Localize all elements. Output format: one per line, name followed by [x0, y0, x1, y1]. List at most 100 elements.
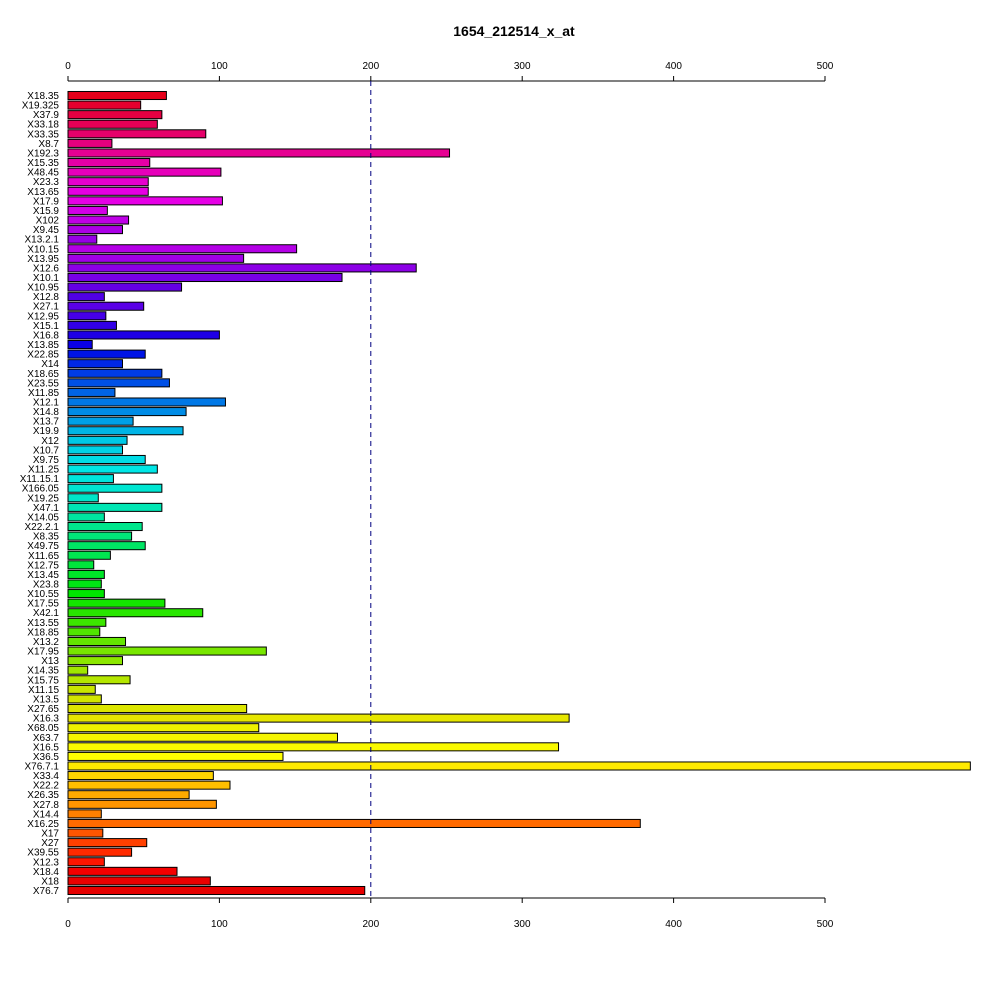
- bottom-axis-tick-label: 500: [817, 919, 834, 930]
- category-label: X11.15: [28, 685, 59, 696]
- bar: [67, 780, 231, 790]
- category-labels-layer: X18.35X19.325X37.9X33.18X33.35X8.7X192.3…: [20, 91, 60, 897]
- top-axis-tick-label: 200: [362, 61, 379, 72]
- category-label: X22.2.1: [25, 522, 60, 533]
- category-label: X15.75: [27, 675, 59, 686]
- bar: [67, 474, 114, 484]
- bars-layer: [67, 90, 971, 896]
- bar: [67, 761, 971, 771]
- bar: [67, 838, 148, 848]
- bar: [67, 234, 98, 244]
- category-label: X18.85: [27, 627, 59, 638]
- bar: [67, 397, 226, 407]
- top-axis-tick-label: 0: [65, 61, 71, 72]
- category-label: X26.35: [27, 790, 59, 801]
- category-label: X47.1: [33, 503, 60, 514]
- category-label: X12.3: [33, 857, 60, 868]
- bar: [67, 771, 214, 781]
- category-label: X18.35: [27, 91, 59, 102]
- category-label: X17.55: [27, 599, 59, 610]
- category-label: X11.25: [28, 465, 59, 476]
- category-label: X10.55: [27, 589, 59, 600]
- bar: [67, 617, 107, 627]
- bar: [67, 244, 298, 254]
- bar: [67, 100, 142, 110]
- top-axis-tick-label: 400: [665, 61, 682, 72]
- bar: [67, 723, 260, 733]
- bar: [67, 742, 560, 752]
- category-label: X33.4: [33, 771, 60, 782]
- bar: [67, 560, 95, 570]
- category-label: X14.35: [27, 666, 59, 677]
- bar: [67, 818, 641, 828]
- bar: [67, 646, 267, 656]
- bar: [67, 340, 93, 350]
- category-label: X12.1: [33, 398, 60, 409]
- bar: [67, 445, 123, 455]
- bar: [67, 186, 149, 196]
- bar: [67, 502, 163, 512]
- category-label: X76.7.1: [25, 761, 60, 772]
- bar: [67, 167, 222, 177]
- category-label: X13.2: [33, 637, 60, 648]
- category-label: X13.65: [27, 187, 59, 198]
- bar: [67, 282, 183, 292]
- category-label: X14.05: [27, 512, 59, 523]
- bar: [67, 435, 128, 445]
- category-label: X33.35: [27, 129, 59, 140]
- category-label: X11.85: [28, 388, 59, 399]
- bar: [67, 158, 151, 168]
- category-label: X166.05: [22, 484, 60, 495]
- category-label: X13.95: [27, 254, 59, 265]
- category-label: X9.45: [33, 225, 60, 236]
- category-label: X15.35: [27, 158, 59, 169]
- bar: [67, 378, 170, 388]
- bar: [67, 694, 102, 704]
- category-label: X10.7: [33, 445, 60, 456]
- category-label: X16.5: [33, 742, 60, 753]
- bar: [67, 225, 123, 235]
- top-axis-tick-label: 500: [817, 61, 834, 72]
- category-label: X36.5: [33, 752, 60, 763]
- bar: [67, 541, 146, 551]
- category-label: X15.1: [33, 321, 60, 332]
- category-label: X12.95: [27, 311, 59, 322]
- bar: [67, 148, 451, 158]
- category-label: X63.7: [33, 733, 60, 744]
- bar: [67, 119, 158, 129]
- category-label: X12.6: [33, 263, 60, 274]
- bar: [67, 866, 178, 876]
- category-label: X23.8: [33, 579, 60, 590]
- category-label: X13.5: [33, 694, 60, 705]
- category-label: X68.05: [27, 723, 59, 734]
- bar: [67, 301, 145, 311]
- bottom-axis-tick-label: 400: [665, 919, 682, 930]
- axes-layer: 0 100 200 300 400 500 0 100 200 300 400 500: [65, 61, 834, 930]
- category-label: X10.95: [27, 283, 59, 294]
- bar: [67, 253, 245, 263]
- bar: [67, 675, 131, 685]
- bar: [67, 876, 211, 886]
- bar: [67, 359, 123, 369]
- bar: [67, 579, 102, 589]
- category-label: X12.75: [27, 560, 59, 571]
- bar: [67, 799, 217, 809]
- bar: [67, 809, 102, 819]
- bar: [67, 407, 187, 417]
- category-label: X76.7: [33, 886, 60, 897]
- category-label: X17.9: [33, 196, 60, 207]
- category-label: X12: [41, 436, 59, 447]
- category-label: X18: [41, 876, 59, 887]
- bar: [67, 464, 158, 474]
- category-label: X23.3: [33, 177, 60, 188]
- bar: [67, 589, 105, 599]
- category-label: X19.9: [33, 426, 60, 437]
- category-label: X13.85: [27, 340, 59, 351]
- category-label: X27: [41, 838, 59, 849]
- category-label: X13.2.1: [25, 235, 60, 246]
- category-label: X39.55: [27, 848, 59, 859]
- category-label: X22.2: [33, 781, 60, 792]
- bar: [67, 828, 104, 838]
